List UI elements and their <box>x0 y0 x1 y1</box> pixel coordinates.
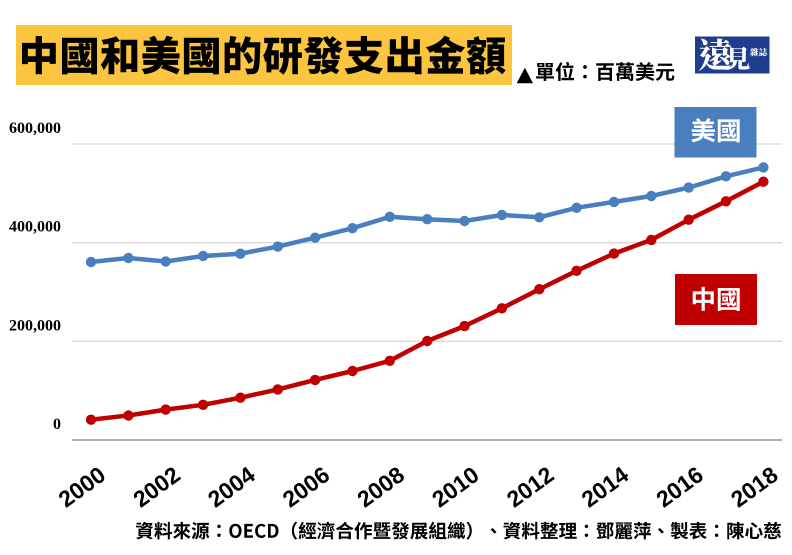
svg-text:2004: 2004 <box>203 461 260 512</box>
svg-text:2018: 2018 <box>726 461 783 512</box>
svg-text:2016: 2016 <box>651 461 708 512</box>
svg-text:2002: 2002 <box>128 461 185 512</box>
svg-text:2006: 2006 <box>278 461 335 512</box>
svg-text:2000: 2000 <box>54 461 111 512</box>
svg-text:2008: 2008 <box>352 461 409 512</box>
svg-text:400,000: 400,000 <box>9 219 61 236</box>
svg-text:0: 0 <box>53 416 61 433</box>
svg-text:2012: 2012 <box>502 461 559 512</box>
svg-text:200,000: 200,000 <box>9 317 61 334</box>
svg-text:2014: 2014 <box>577 461 634 512</box>
svg-text:600,000: 600,000 <box>9 120 61 137</box>
svg-text:2010: 2010 <box>427 461 484 512</box>
